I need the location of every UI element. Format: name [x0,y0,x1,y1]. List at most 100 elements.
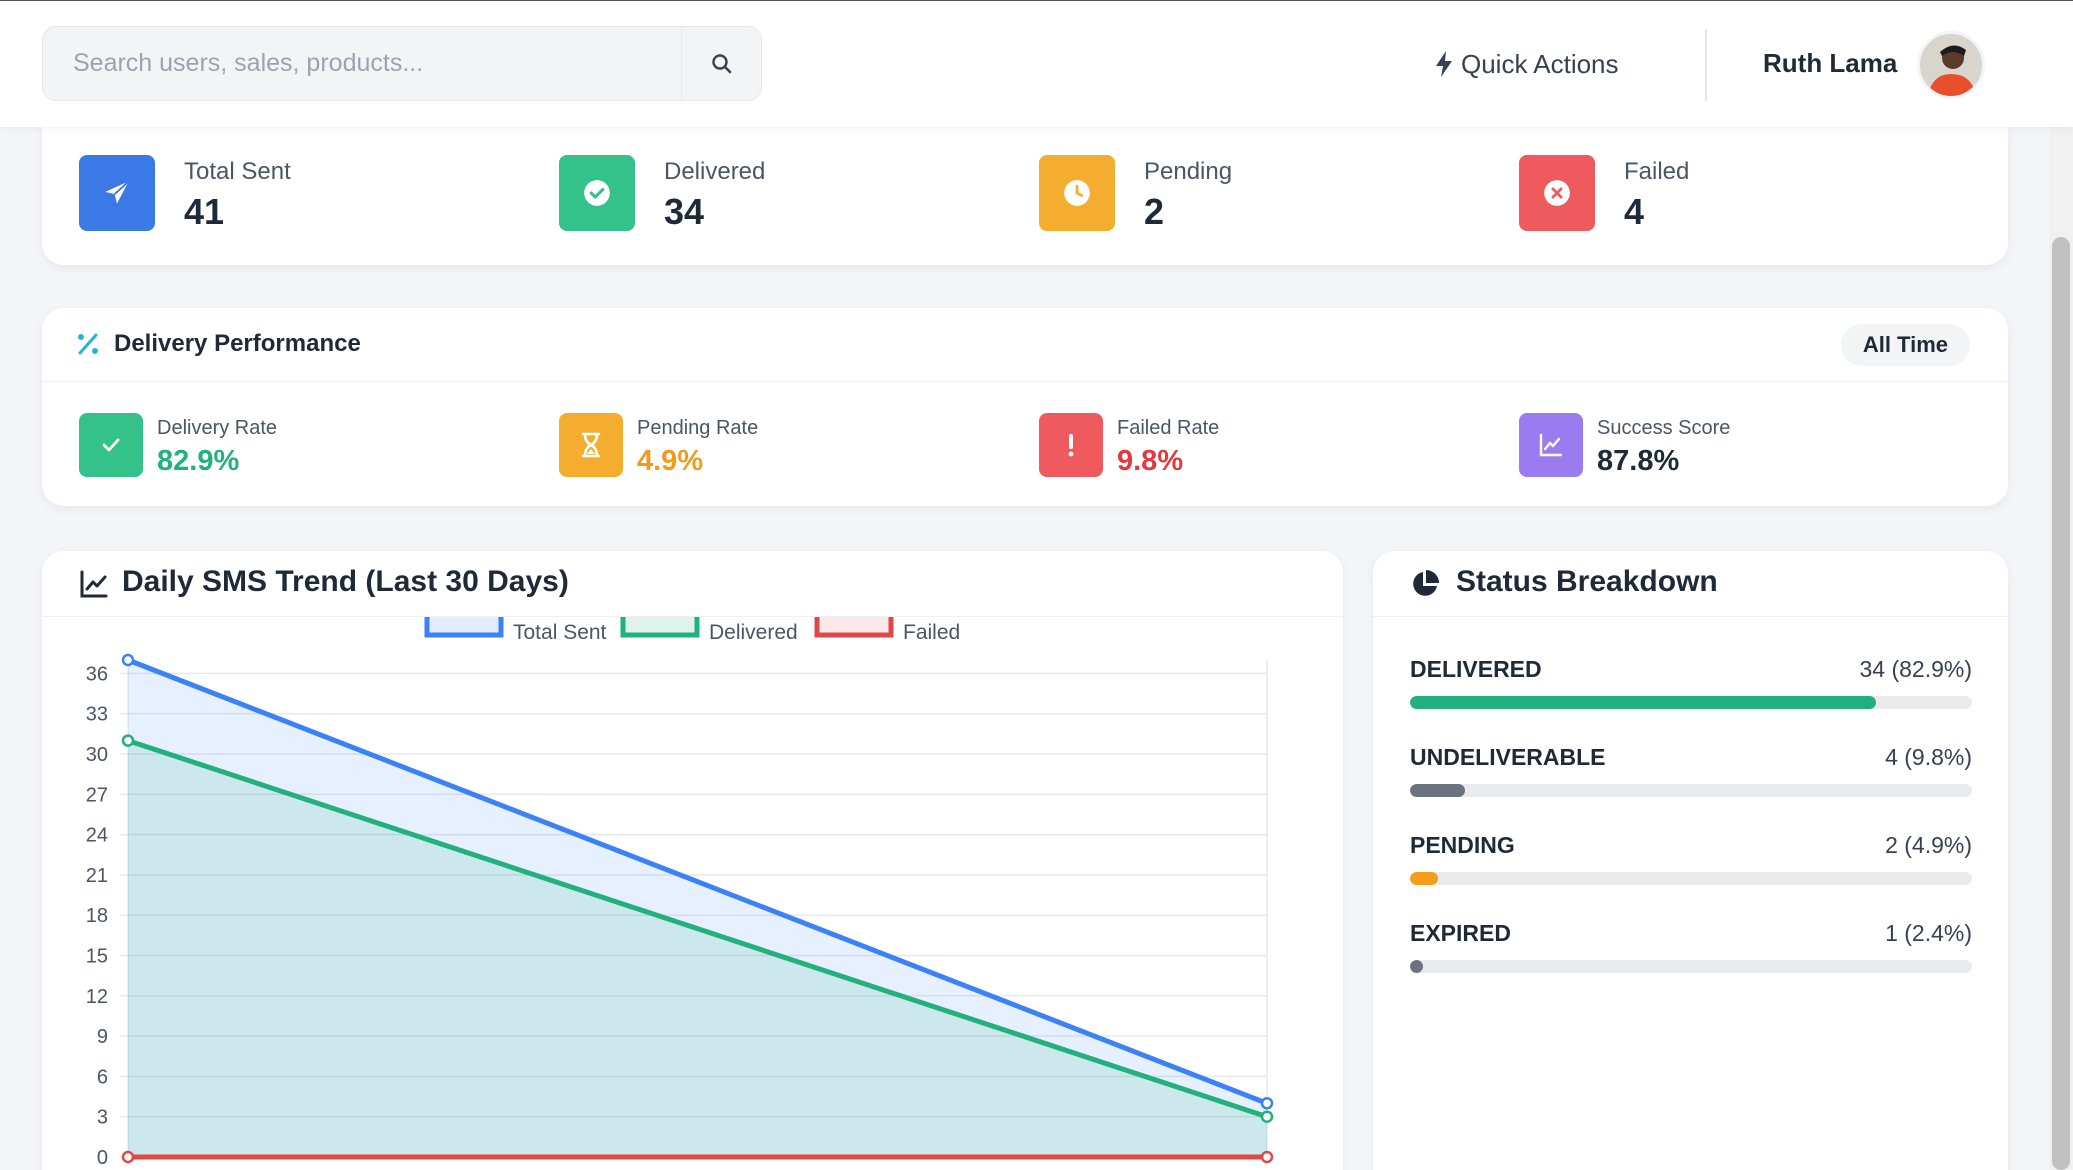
progress-track [1410,872,1972,885]
data-point-total-sent [1260,1097,1274,1110]
progress-fill [1410,696,1876,709]
data-point-delivered [121,734,135,747]
y-tick-label: 24 [86,825,108,847]
legend-swatch [424,617,504,638]
y-tick-label: 18 [86,905,108,927]
progress-track [1410,960,1972,973]
status-breakdown-card: Status Breakdown DELIVERED 34 (82.9%) UN… [1373,551,2008,1170]
y-tick-label: 36 [86,663,108,685]
y-tick-label: 12 [86,986,108,1008]
data-point-total-sent [121,653,135,667]
breakdown-count: 2 (4.9%) [1885,832,1972,858]
breakdown-item-pending: PENDING 2 (4.9%) [1410,832,1972,892]
clock-icon [1039,155,1115,231]
breakdown-item-expired: EXPIRED 1 (2.4%) [1410,920,1972,980]
top-bar: Quick Actions Ruth Lama [0,0,2073,127]
breakdown-label: UNDELIVERABLE [1410,744,1606,770]
data-point-failed [121,1150,135,1164]
stat-label: Failed [1624,158,1690,185]
delivery-performance-card: Delivery Performance All Time Delivery R… [42,308,2008,506]
progress-track [1410,696,1972,709]
y-tick-label: 27 [86,784,108,806]
stat-label: Delivered [664,158,766,185]
stat-label: Total Sent [184,158,291,185]
x-circle-icon [1519,155,1595,231]
y-tick-label: 0 [97,1147,108,1169]
y-tick-label: 33 [86,704,108,726]
metric-label: Failed Rate [1117,417,1220,439]
avatar[interactable] [1917,31,1985,99]
y-tick-label: 3 [97,1107,108,1129]
data-point-failed [1260,1150,1274,1164]
breakdown-item-delivered: DELIVERED 34 (82.9%) [1410,656,1972,716]
stats-card: Total Sent 41 Delivered 34 Pending 2 Fai… [42,125,2008,265]
breakdown-label: DELIVERED [1410,656,1542,682]
stat-value: 34 [664,191,705,232]
progress-track [1410,784,1972,797]
line-chart-icon [80,570,108,598]
series-area-total-sent [128,660,1267,1157]
series-area-delivered [128,740,1267,1157]
metric-value: 4.9% [637,445,704,477]
user-name[interactable]: Ruth Lama [1763,48,1898,78]
breakdown-label: PENDING [1410,832,1515,858]
search-box [42,26,762,101]
series-line-total-sent [127,657,1268,1106]
percent-icon [78,333,98,355]
legend-label: Total Sent [513,621,607,644]
scrollbar-thumb[interactable] [2052,237,2070,1170]
delivery-performance-title: Delivery Performance [114,330,361,357]
exclamation-icon [1039,413,1103,477]
breakdown-count: 4 (9.8%) [1885,744,1972,770]
breakdown-count: 1 (2.4%) [1885,920,1972,946]
stat-value: 41 [184,191,225,232]
breakdown-title: Status Breakdown [1456,565,1718,598]
header-divider [1705,29,1707,101]
avatar-image [1920,34,1982,96]
metric-value: 87.8% [1597,445,1680,477]
metric-label: Pending Rate [637,417,759,439]
delivery-performance-header: Delivery Performance All Time [42,308,2008,382]
metric-value: 82.9% [157,445,240,477]
quick-actions-button[interactable]: Quick Actions [1433,41,1619,87]
metric-label: Success Score [1597,417,1731,439]
breakdown-label: EXPIRED [1410,920,1511,946]
lightning-icon [1436,51,1452,77]
metric-label: Delivery Rate [157,417,278,439]
check-icon [79,413,143,477]
breakdown-item-undeliverable: UNDELIVERABLE 4 (9.8%) [1410,744,1972,804]
stat-value: 4 [1624,191,1645,232]
paper-plane-icon [79,155,155,231]
metric-value: 9.8% [1117,445,1184,477]
progress-fill [1410,784,1466,797]
y-tick-label: 15 [86,946,108,968]
search-icon [711,53,731,73]
series-line-delivered [127,738,1268,1120]
line-chart-icon [1519,413,1583,477]
y-tick-label: 21 [86,865,108,887]
y-tick-label: 9 [97,1026,108,1048]
data-point-delivered [1260,1110,1274,1123]
hourglass-icon [559,413,623,477]
check-circle-icon [559,155,635,231]
progress-fill [1410,872,1438,885]
trend-header: Daily SMS Trend (Last 30 Days) [42,551,1343,617]
trend-title: Daily SMS Trend (Last 30 Days) [122,565,569,598]
stat-label: Pending [1144,158,1233,185]
breakdown-count: 34 (82.9%) [1859,656,1972,682]
legend-label: Failed [903,621,960,644]
quick-actions-label: Quick Actions [1461,48,1619,79]
legend-swatch [814,617,894,638]
y-tick-label: 6 [97,1066,108,1088]
search-button[interactable] [681,27,761,100]
legend-swatch [620,617,700,638]
pie-chart-icon [1413,570,1439,596]
search-input[interactable] [43,27,683,100]
progress-fill [1410,960,1424,973]
y-tick-label: 30 [86,744,108,766]
stat-value: 2 [1144,191,1165,232]
time-range-button[interactable]: All Time [1840,324,1970,366]
legend-label: Delivered [709,621,798,644]
breakdown-header: Status Breakdown [1373,551,2008,617]
daily-sms-trend-card: Daily SMS Trend (Last 30 Days) 0 3 6 9 12 15 1… [42,551,1343,1170]
